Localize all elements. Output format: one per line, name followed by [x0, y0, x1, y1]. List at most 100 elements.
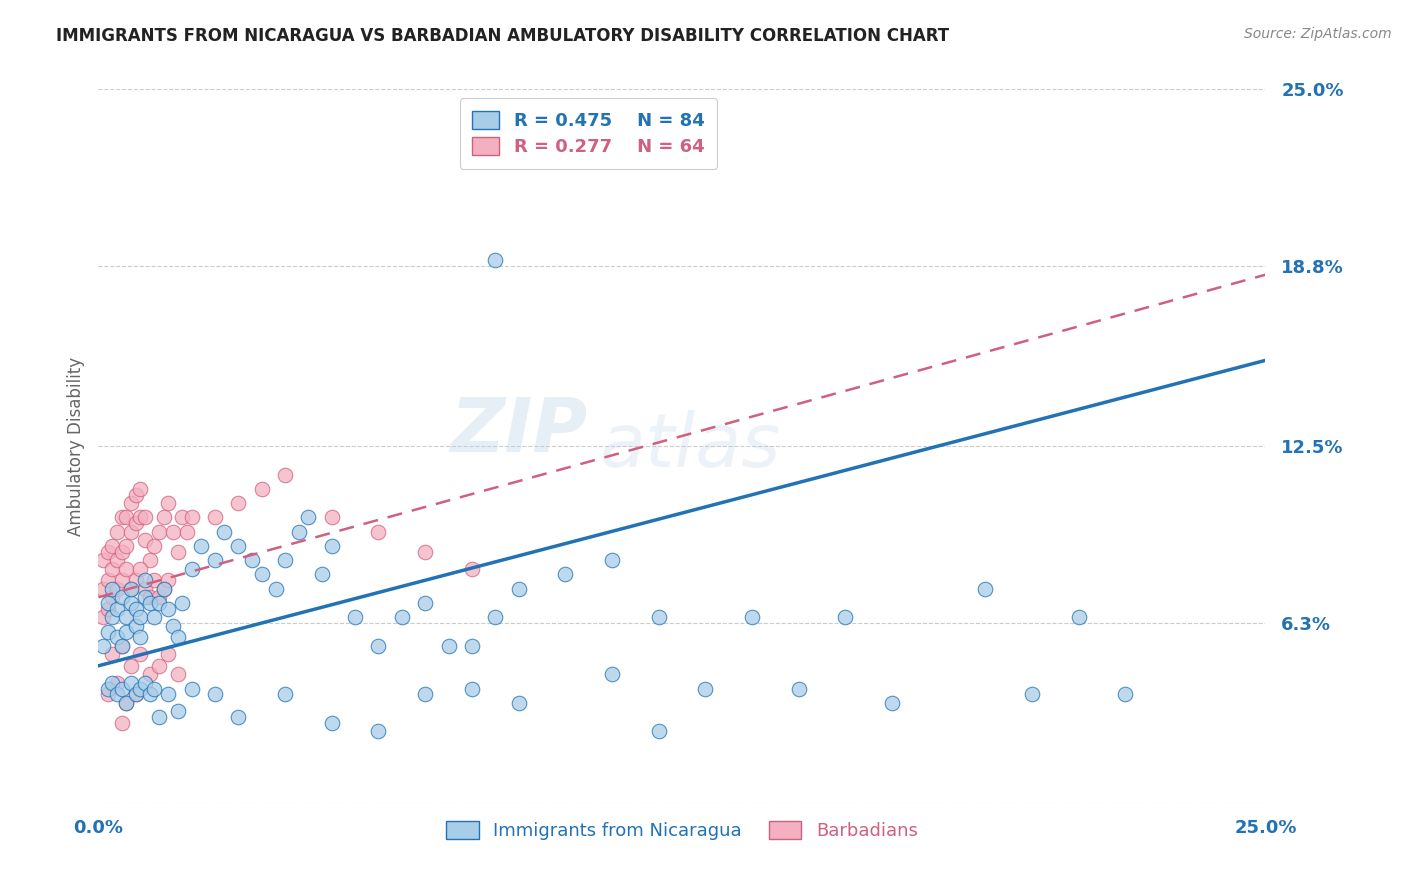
Point: [190, 539, 212, 553]
Point: [250, 482, 273, 496]
Point: [367, 724, 389, 739]
Point: [157, 601, 180, 615]
Point: [741, 610, 763, 624]
Point: [647, 724, 669, 739]
Point: [228, 496, 250, 510]
Point: [120, 582, 142, 596]
Point: [101, 591, 124, 605]
Point: [437, 639, 460, 653]
Point: [97, 601, 120, 615]
Point: [311, 567, 333, 582]
Point: [321, 539, 343, 553]
Point: [166, 544, 188, 558]
Point: [111, 681, 134, 696]
Point: [134, 591, 156, 605]
Point: [461, 639, 484, 653]
Point: [834, 610, 856, 624]
Point: [125, 516, 148, 530]
Point: [484, 610, 506, 624]
Point: [148, 710, 170, 724]
Point: [115, 624, 138, 639]
Point: [974, 582, 997, 596]
Point: [143, 539, 166, 553]
Point: [152, 582, 174, 596]
Point: [228, 539, 250, 553]
Point: [148, 596, 170, 610]
Point: [115, 539, 138, 553]
Point: [180, 562, 202, 576]
Point: [157, 648, 180, 662]
Text: ZIP: ZIP: [451, 395, 589, 468]
Point: [1067, 610, 1090, 624]
Point: [101, 562, 124, 576]
Point: [157, 496, 180, 510]
Point: [125, 687, 148, 701]
Point: [111, 510, 134, 524]
Point: [129, 482, 152, 496]
Point: [600, 667, 623, 681]
Point: [1114, 687, 1136, 701]
Point: [101, 582, 124, 596]
Point: [115, 562, 138, 576]
Point: [105, 582, 128, 596]
Point: [101, 648, 124, 662]
Point: [162, 619, 184, 633]
Point: [115, 510, 138, 524]
Point: [143, 681, 166, 696]
Point: [157, 687, 180, 701]
Y-axis label: Ambulatory Disability: Ambulatory Disability: [66, 357, 84, 535]
Point: [105, 601, 128, 615]
Point: [105, 676, 128, 690]
Point: [111, 639, 134, 653]
Point: [180, 681, 202, 696]
Point: [111, 573, 134, 587]
Point: [172, 510, 194, 524]
Point: [111, 715, 134, 730]
Point: [1021, 687, 1043, 701]
Point: [166, 630, 188, 644]
Point: [297, 510, 319, 524]
Point: [484, 253, 506, 268]
Point: [134, 573, 156, 587]
Point: [125, 487, 148, 501]
Point: [228, 710, 250, 724]
Point: [120, 676, 142, 690]
Point: [129, 681, 152, 696]
Point: [166, 705, 188, 719]
Point: [105, 630, 128, 644]
Point: [129, 510, 152, 524]
Point: [554, 567, 576, 582]
Point: [129, 630, 152, 644]
Point: [413, 687, 436, 701]
Point: [125, 573, 148, 587]
Point: [250, 567, 273, 582]
Point: [97, 624, 120, 639]
Point: [787, 681, 810, 696]
Point: [647, 610, 669, 624]
Point: [101, 539, 124, 553]
Point: [274, 553, 297, 567]
Point: [204, 553, 226, 567]
Point: [157, 573, 180, 587]
Point: [101, 610, 124, 624]
Point: [274, 687, 297, 701]
Legend: Immigrants from Nicaragua, Barbadians: Immigrants from Nicaragua, Barbadians: [436, 810, 928, 851]
Point: [139, 687, 162, 701]
Point: [97, 687, 120, 701]
Point: [115, 696, 138, 710]
Point: [508, 696, 530, 710]
Point: [461, 681, 484, 696]
Point: [91, 582, 114, 596]
Point: [120, 658, 142, 673]
Point: [391, 610, 413, 624]
Point: [111, 639, 134, 653]
Point: [508, 582, 530, 596]
Point: [242, 553, 264, 567]
Point: [143, 610, 166, 624]
Point: [129, 562, 152, 576]
Point: [172, 596, 194, 610]
Point: [600, 553, 623, 567]
Point: [166, 667, 188, 681]
Point: [176, 524, 198, 539]
Point: [461, 562, 484, 576]
